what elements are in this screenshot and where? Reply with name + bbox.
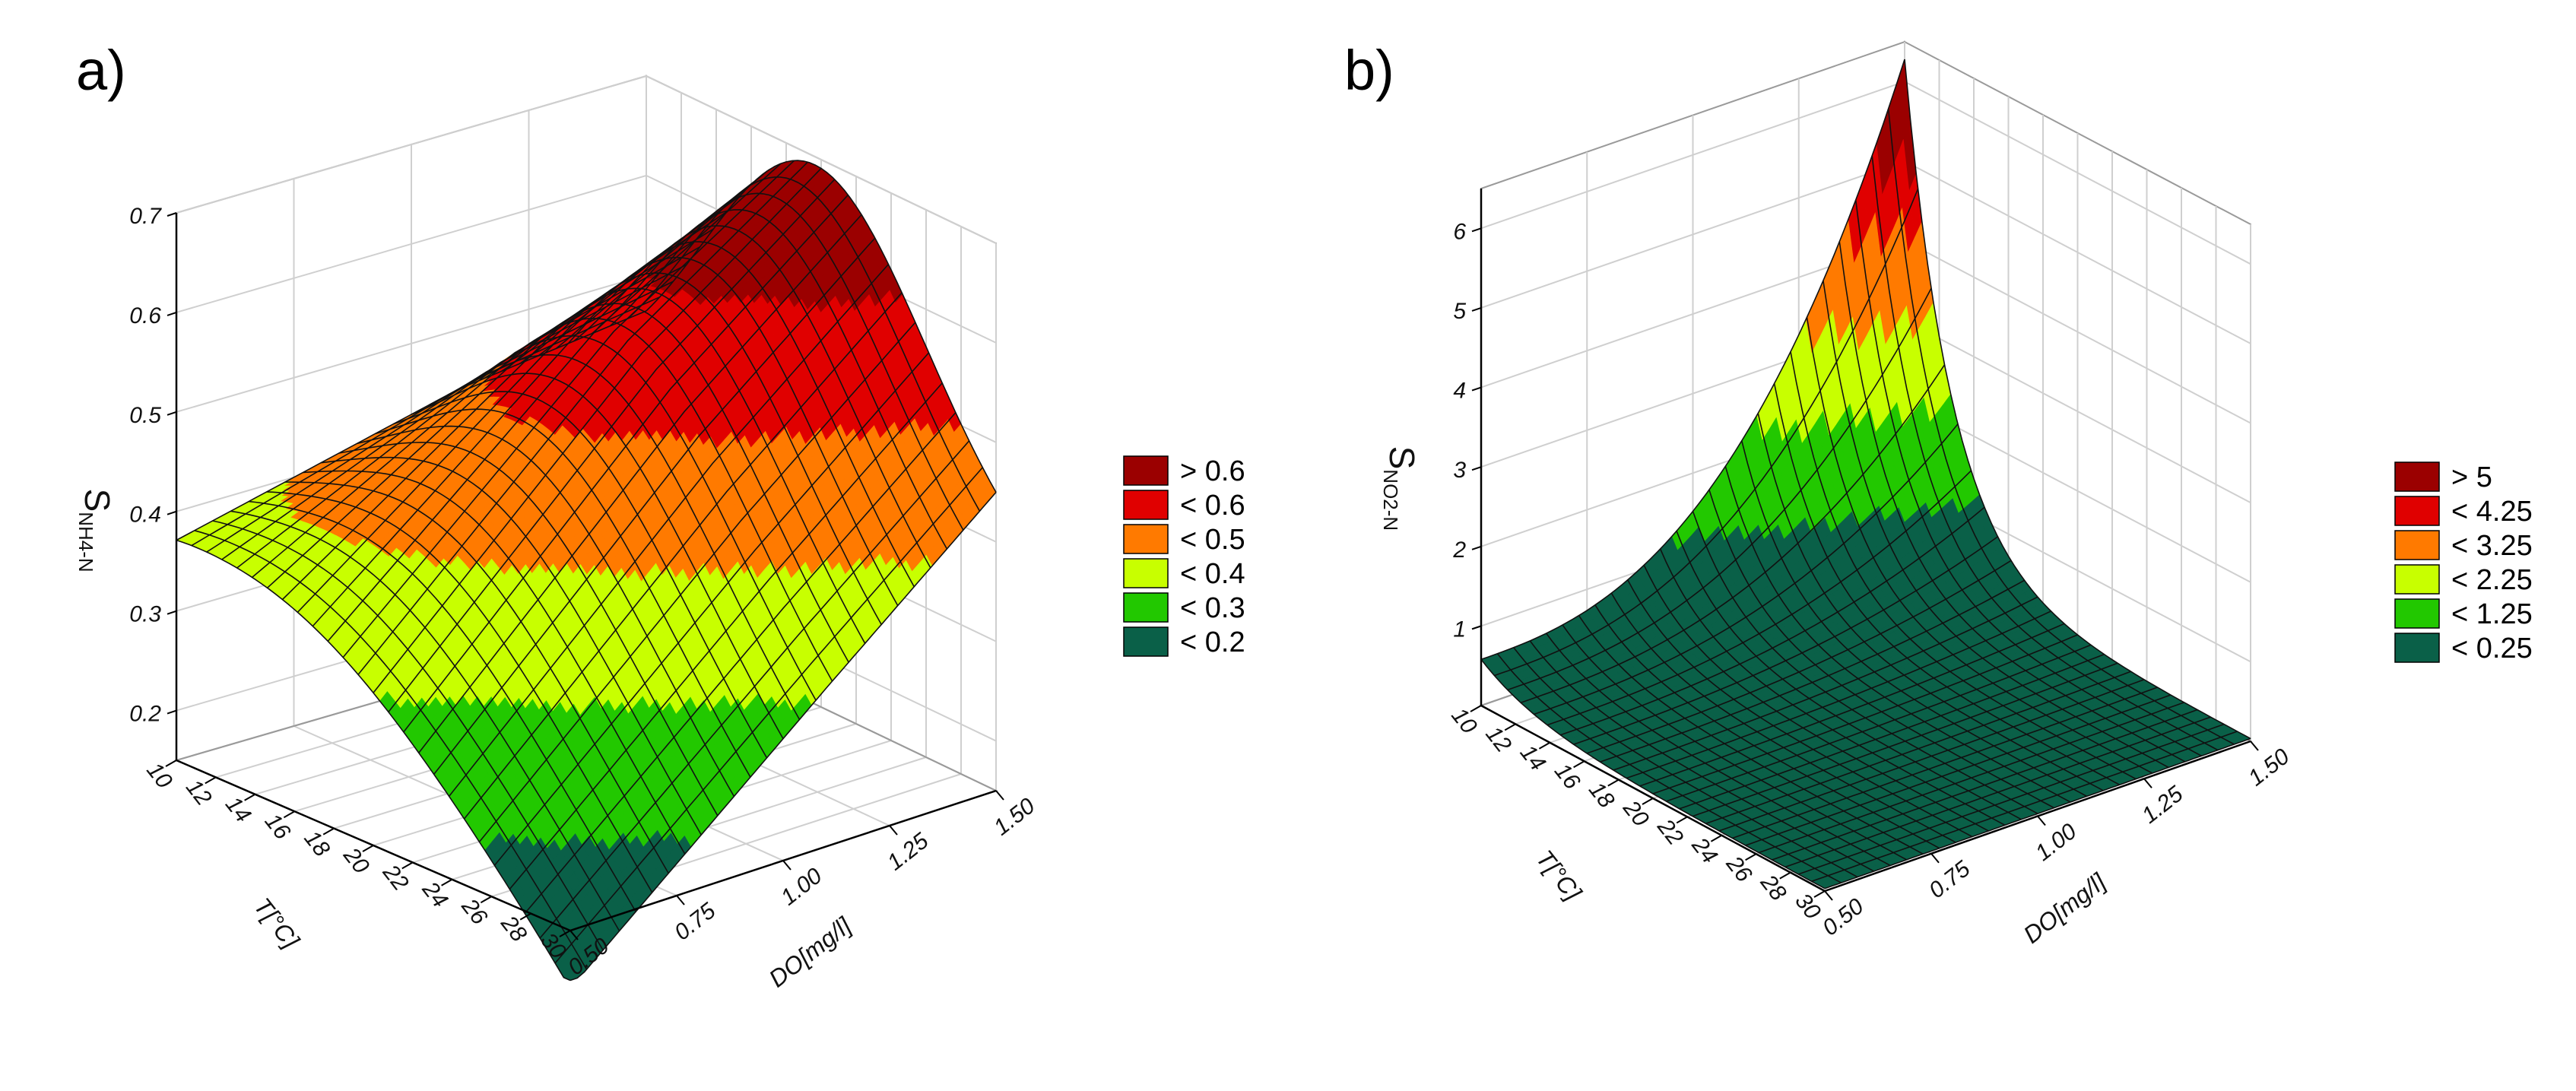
panel-a-legend-label: < 0.6 <box>1180 490 1245 522</box>
panel-a-do-tick <box>782 860 792 871</box>
panel-a-z-title-sub: NH4-N <box>75 512 97 572</box>
panel-a-do-tick <box>995 790 1004 801</box>
panel-a-do-tick-label: 1.25 <box>883 828 934 875</box>
panel-a-z-tick-label: 0.2 <box>129 702 161 727</box>
panel-a-z-tick <box>167 311 177 316</box>
panel-a-z-tick <box>167 411 177 416</box>
panel-a-z-tick-label: 0.5 <box>129 403 161 428</box>
panel-a-legend-label: < 0.5 <box>1180 524 1245 556</box>
panel-b-chart: b) 123456SNO2-N1012141618202224262830T[°… <box>1344 39 2533 949</box>
panel-a-do-tick-label: 1.50 <box>989 793 1040 840</box>
panel-a-z-tick <box>167 610 177 615</box>
panel-a-z-tick-label: 0.4 <box>129 503 161 528</box>
panel-b-letter: b) <box>1344 39 1394 102</box>
panel-a-letter: a) <box>76 39 126 102</box>
panel-a-legend-swatch <box>1123 626 1169 657</box>
panel-a-legend-label: < 0.4 <box>1180 558 1245 590</box>
panel-a-z-tick <box>167 510 177 515</box>
panel-a-legend-label: > 0.6 <box>1180 455 1245 487</box>
panel-a-legend-swatch <box>1123 592 1169 623</box>
panel-a-do-tick-label: 0.75 <box>670 898 721 945</box>
panel-a-z-tick <box>167 212 177 217</box>
panel-a-legend-swatch <box>1123 524 1169 554</box>
panel-a-z-title-main: S <box>78 489 117 512</box>
panel-a-do-tick <box>676 895 685 905</box>
panel-a-legend-swatch <box>1123 558 1169 588</box>
panel-a-legend-swatch <box>1123 490 1169 520</box>
panel-a-z-tick-label: 0.6 <box>129 303 161 328</box>
panel-a-do-tick-label: 1.00 <box>776 863 827 910</box>
panel-a-do-tick <box>889 825 898 836</box>
panel-a-legend-swatch <box>1123 455 1169 486</box>
panel-a-z-tick <box>167 709 177 715</box>
panel-a-z-tick-label: 0.7 <box>129 204 162 229</box>
panel-a-do-axis-title: DO[mg/l] <box>763 912 857 993</box>
panel-a-legend: > 0.6< 0.6< 0.5< 0.4< 0.3< 0.2 <box>1123 455 1245 658</box>
panel-a-legend-label: < 0.2 <box>1180 626 1245 658</box>
panel-a-z-tick-label: 0.3 <box>129 602 161 627</box>
panel-a-z-axis-title: SNH4-N <box>75 489 117 572</box>
panel-a-t-axis-title: T[°C] <box>249 893 305 954</box>
panel-a-legend-label: < 0.3 <box>1180 592 1245 624</box>
